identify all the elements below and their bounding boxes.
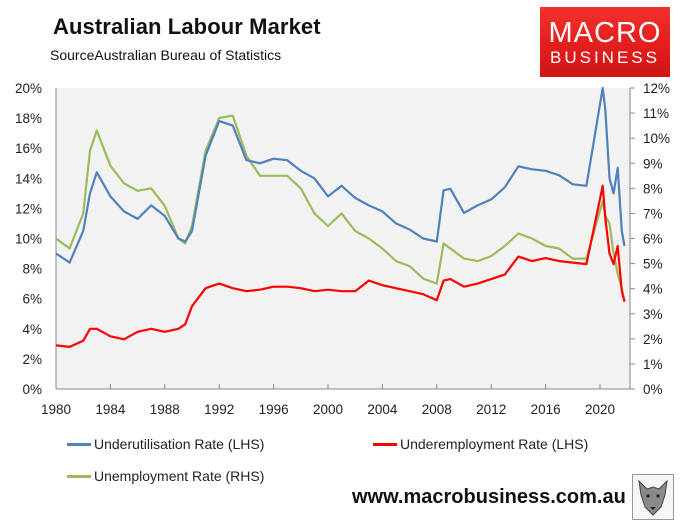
x-axis-tick-label: 2016 (531, 402, 561, 417)
right-axis-tick-label: 2% (643, 332, 663, 347)
series-lines (55, 86, 626, 348)
x-axis-tick-label: 1996 (259, 402, 289, 417)
x-axis-tick-label: 2008 (422, 402, 452, 417)
legend-label: Underemployment Rate (LHS) (400, 436, 589, 452)
left-axis-tick-label: 2% (22, 352, 42, 367)
left-axis-tick-label: 12% (15, 201, 42, 216)
right-axis-tick-label: 12% (643, 81, 670, 96)
axes: 0% 2% 4% 6% 8% 10% 12% 14% 16% 18% 20% 0% 1% 2% 3% 4% 5%… (15, 81, 670, 417)
chart-title: Australian Labour Market (53, 14, 321, 39)
left-axis-tick-label: 18% (15, 111, 42, 126)
series-line-unemployment (55, 114, 626, 302)
left-axis-tick-label: 14% (15, 171, 42, 186)
left-axis-tick-label: 16% (15, 141, 42, 156)
right-axis-tick-label: 5% (643, 257, 663, 272)
plot-area (56, 88, 630, 389)
right-axis-tick-label: 3% (643, 307, 663, 322)
right-axis-tick-label: 4% (643, 282, 663, 297)
x-axis-tick-label: 1984 (95, 402, 126, 417)
right-axis-tick-label: 8% (643, 181, 663, 196)
x-axis-tick-label: 1988 (150, 402, 180, 417)
legend-item-unemployment: Unemployment Rate (RHS) (67, 468, 264, 484)
series-line-underutilisation (55, 86, 626, 264)
right-axis-tick-label: 9% (643, 156, 663, 171)
left-axis-tick-label: 6% (22, 292, 42, 307)
left-axis-tick-label: 0% (22, 382, 42, 397)
x-axis-tick-label: 1992 (204, 402, 234, 417)
left-axis-tick-label: 20% (15, 81, 42, 96)
x-axis-tick-label: 2004 (367, 402, 398, 417)
right-axis-tick-label: 0% (643, 382, 663, 397)
legend-swatch-blue (67, 442, 91, 446)
legend-swatch-green (67, 474, 91, 478)
right-axis-tick-label: 1% (643, 357, 663, 372)
x-axis-tick-label: 2020 (585, 402, 615, 417)
chart-source: SourceAustralian Bureau of Statistics (50, 47, 282, 63)
series-line-underemployment (55, 184, 626, 348)
logo-line-1: MACRO (548, 17, 662, 49)
legend-label: Unemployment Rate (RHS) (94, 468, 265, 484)
right-axis-tick-label: 7% (643, 206, 663, 221)
left-axis-tick-label: 8% (22, 262, 42, 277)
right-axis-tick-label: 6% (643, 232, 663, 247)
x-axis-tick-label: 1980 (41, 402, 71, 417)
website-url: www.macrobusiness.com.au (352, 486, 626, 508)
legend-label: Underutilisation Rate (LHS) (94, 436, 265, 452)
legend-item-underutilisation: Underutilisation Rate (LHS) (67, 436, 264, 452)
left-axis-tick-label: 10% (15, 232, 42, 247)
macrobusiness-logo: MACRO BUSINESS (540, 7, 670, 77)
legend-item-underemployment: Underemployment Rate (LHS) (373, 436, 588, 452)
left-axis-tick-label: 4% (22, 322, 42, 337)
legend-swatch-red (373, 442, 397, 446)
logo-line-2: BUSINESS (550, 48, 660, 67)
right-axis-tick-label: 10% (643, 131, 670, 146)
wolf-logo-icon (632, 474, 674, 520)
x-axis-tick-label: 2000 (313, 402, 343, 417)
x-axis-tick-label: 2012 (476, 402, 506, 417)
right-axis-tick-label: 11% (643, 106, 669, 121)
